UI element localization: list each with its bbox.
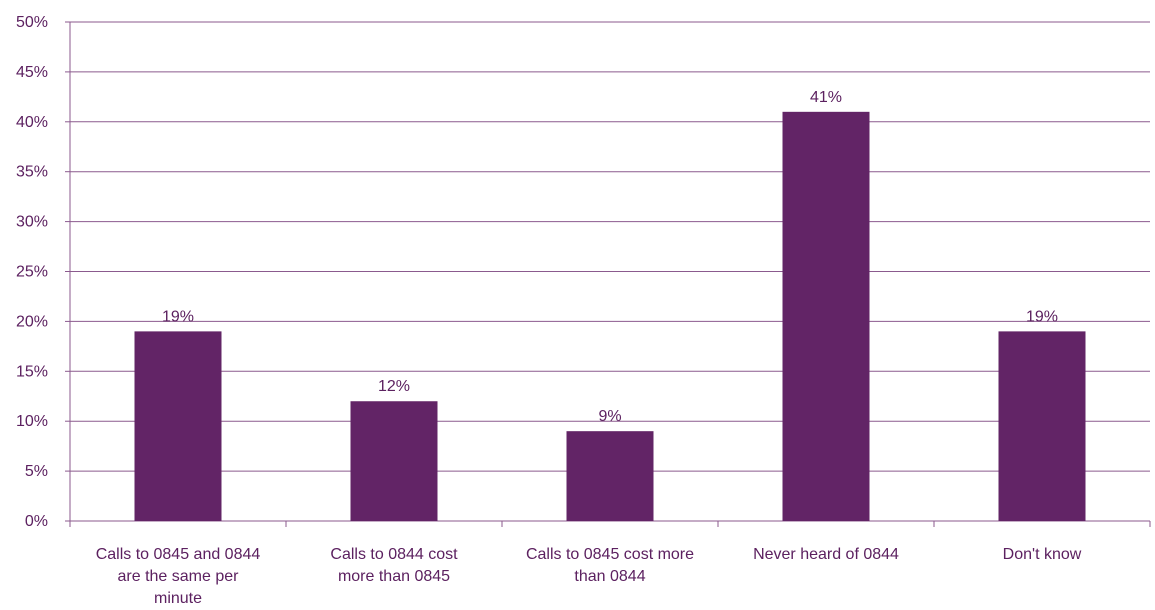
- y-tick-label: 45%: [16, 64, 48, 81]
- y-tick-label: 25%: [16, 264, 48, 281]
- category-label: Never heard of 0844: [753, 546, 899, 563]
- y-tick-label: 20%: [16, 313, 48, 330]
- data-label: 9%: [598, 408, 621, 425]
- category-label: minute: [154, 590, 202, 605]
- data-label: 41%: [810, 89, 842, 106]
- y-tick-label: 5%: [25, 463, 48, 480]
- bar: [566, 431, 654, 521]
- category-label: are the same per: [118, 568, 240, 585]
- y-tick-label: 50%: [16, 14, 48, 31]
- data-label: 19%: [162, 308, 194, 325]
- y-tick-label: 0%: [25, 513, 48, 530]
- y-tick-label: 10%: [16, 413, 48, 430]
- category-label: more than 0845: [338, 568, 450, 585]
- y-tick-label: 35%: [16, 164, 48, 181]
- bar: [998, 331, 1086, 521]
- y-tick-label: 30%: [16, 214, 48, 231]
- bar: [134, 331, 222, 521]
- data-label: 19%: [1026, 308, 1058, 325]
- data-label: 12%: [378, 378, 410, 395]
- category-label: Calls to 0845 cost more: [526, 546, 694, 563]
- category-label: Calls to 0844 cost: [330, 546, 458, 563]
- category-label: than 0844: [574, 568, 645, 585]
- bar: [350, 401, 438, 521]
- category-label: Don't know: [1003, 546, 1082, 563]
- category-label: Calls to 0845 and 0844: [96, 546, 261, 563]
- y-tick-label: 40%: [16, 114, 48, 131]
- y-tick-label: 15%: [16, 363, 48, 380]
- bar: [782, 111, 870, 521]
